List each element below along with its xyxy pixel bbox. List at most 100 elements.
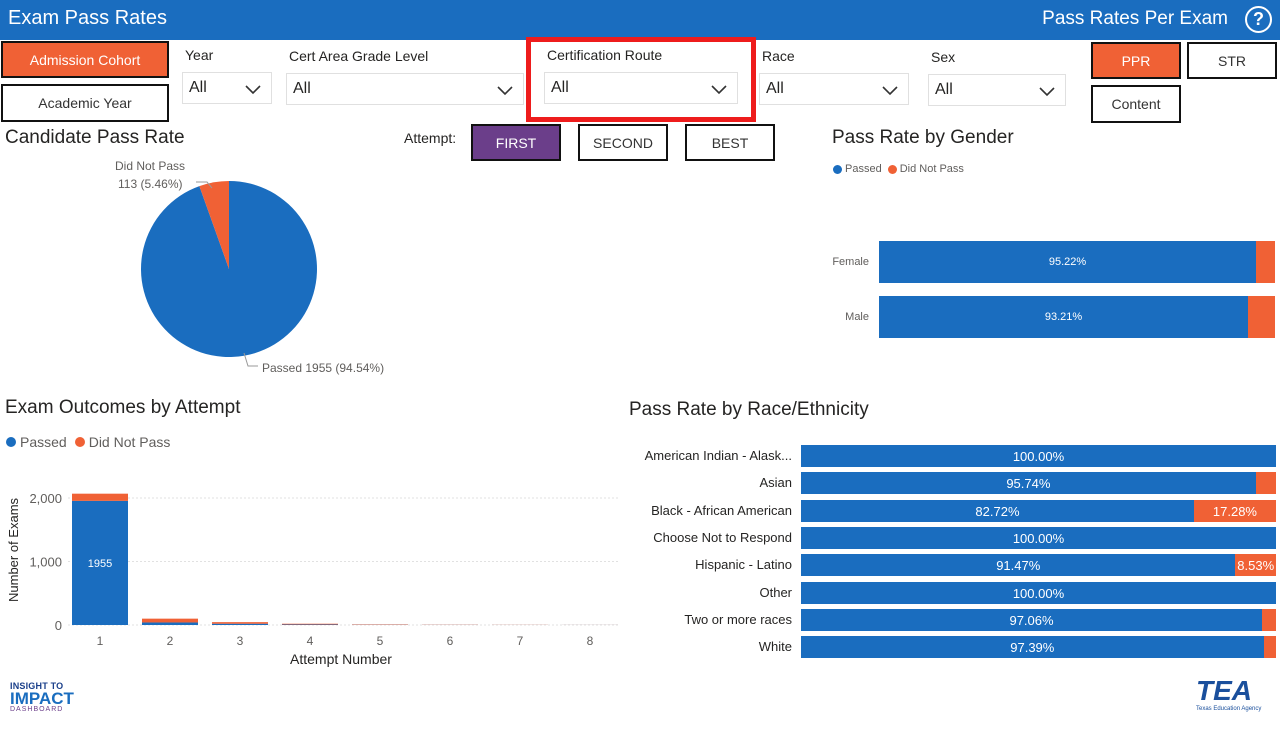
x-tick-label: 6 [447, 634, 454, 648]
cert-route-label: Certification Route [547, 47, 663, 63]
pie-leader-line-failed [196, 181, 213, 189]
candidate-pass-rate-pie [140, 181, 317, 367]
race-bar-value-passed: 95.74% [1006, 476, 1051, 492]
logo-line-2: IMPACT [10, 689, 74, 708]
year-label: Year [185, 47, 214, 63]
candidate-pass-rate-title: Candidate Pass Rate [5, 127, 185, 148]
gender-bar-did-not-pass[interactable] [1248, 296, 1275, 338]
outcome-bar-did-not-pass [282, 623, 338, 625]
gender-bar-value: 95.22% [1048, 256, 1087, 268]
chevron-down-icon [245, 85, 261, 95]
x-tick-label: 2 [167, 634, 174, 648]
race-axis-label: Black - African American [651, 502, 792, 518]
race-bar-value-passed: 100.00% [1012, 585, 1065, 601]
sex-label: Sex [931, 49, 956, 65]
legend-dot-passed [6, 437, 16, 447]
race-bar-passed[interactable] [801, 554, 1236, 577]
year-dropdown[interactable]: All [182, 72, 272, 104]
gender-bar-passed[interactable] [879, 241, 1257, 283]
pie-label-did-not-pass: Did Not Pass [115, 159, 186, 173]
race-bar-passed[interactable] [801, 445, 1276, 467]
cert-area-label: Cert Area Grade Level [289, 48, 429, 64]
logo-line-1: INSIGHT TO [10, 681, 64, 691]
race-axis-label: White [758, 639, 792, 655]
race-bar-value-did-not-pass: 8.53% [1237, 558, 1275, 574]
race-bar-value-passed: 100.00% [1012, 530, 1065, 546]
legend-passed-label: Passed [845, 163, 882, 175]
chevron-down-icon [711, 85, 727, 95]
outcome-bar-did-not-pass [72, 493, 128, 501]
race-axis-label: American Indian - Alask... [644, 448, 792, 463]
attempt-first-button[interactable]: FIRST [471, 124, 561, 161]
gender-axis-label: Female [832, 256, 869, 268]
gender-legend: Passed Did Not Pass [833, 163, 964, 175]
race-bar-did-not-pass[interactable] [1255, 472, 1276, 495]
race-axis-label: Other [759, 584, 792, 600]
str-button[interactable]: STR [1187, 42, 1277, 79]
academic-year-button[interactable]: Academic Year [1, 84, 169, 122]
x-tick-label: 7 [517, 634, 524, 648]
outcomes-chart-title: Exam Outcomes by Attempt [5, 397, 241, 418]
x-tick-label: 8 [587, 634, 594, 648]
race-chart-title: Pass Rate by Race/Ethnicity [629, 399, 869, 420]
pie-leader-line-passed [243, 352, 258, 367]
insight-to-impact-logo: INSIGHT TO IMPACT DASHBOARD [10, 681, 90, 716]
outcome-bar-passed [212, 623, 268, 625]
race-bar-passed[interactable] [801, 472, 1256, 495]
pie-value-did-not-pass: 113 (5.46%) [118, 177, 183, 191]
legend-dot-passed [833, 164, 842, 174]
cert-area-dropdown[interactable]: All [286, 73, 524, 105]
outcome-bar-passed [282, 624, 338, 625]
race-value: All [766, 80, 784, 97]
x-tick-label: 5 [377, 634, 384, 648]
gender-axis-label: Male [845, 311, 869, 323]
race-bar-passed[interactable] [801, 526, 1276, 549]
sex-dropdown[interactable]: All [928, 74, 1066, 106]
outcome-bar-passed [142, 622, 198, 625]
race-bar-did-not-pass[interactable] [1235, 554, 1276, 577]
tea-logo: TEA Texas Education Agency [1196, 676, 1272, 716]
attempt-second-button[interactable]: SECOND [578, 124, 668, 161]
admission-cohort-button[interactable]: Admission Cohort [1, 41, 169, 78]
legend-passed-label: Passed [20, 434, 67, 450]
content-button[interactable]: Content [1091, 85, 1181, 123]
pie-label-passed: Passed 1955 (94.54%) [262, 361, 385, 375]
page-subtitle-link[interactable]: Pass Rates Per Exam [1042, 8, 1228, 29]
attempt-best-button[interactable]: BEST [685, 124, 775, 161]
legend-did-not-pass-label: Did Not Pass [899, 163, 964, 175]
outcomes-legend: Passed Did Not Pass [6, 434, 170, 450]
x-tick-label: 1 [97, 634, 104, 648]
pie-slice-did-not-pass [199, 181, 229, 269]
header-bar: Exam Pass Rates Pass Rates Per Exam ? [0, 0, 1280, 40]
chevron-down-icon [497, 86, 513, 96]
gender-bar-did-not-pass[interactable] [1256, 241, 1275, 283]
race-bar-value-passed: 82.72% [975, 503, 1020, 519]
race-bar-passed[interactable] [801, 608, 1263, 631]
race-bar-passed[interactable] [801, 499, 1194, 522]
gender-chart-title: Pass Rate by Gender [832, 127, 1014, 148]
attempt-label: Attempt: [404, 130, 457, 146]
race-bar-passed[interactable] [801, 636, 1264, 659]
outcome-bar-did-not-pass [212, 622, 268, 624]
cert-route-dropdown[interactable]: All [544, 72, 738, 104]
race-dropdown[interactable]: All [759, 73, 909, 105]
race-axis-label: Choose Not to Respond [653, 529, 792, 545]
pie-slice-passed [140, 181, 317, 357]
tea-logo-subtext: Texas Education Agency [1196, 706, 1262, 712]
logo-line-3: DASHBOARD [10, 706, 64, 713]
race-bar-did-not-pass[interactable] [1262, 608, 1276, 631]
chevron-down-icon [1039, 87, 1055, 97]
gender-bar-passed[interactable] [879, 296, 1249, 338]
ppr-button[interactable]: PPR [1091, 42, 1181, 79]
highlight-box [526, 37, 756, 122]
race-bar-passed[interactable] [801, 581, 1276, 604]
race-bar-value-passed: 91.47% [996, 558, 1041, 574]
race-axis-label: Two or more races [684, 611, 792, 627]
help-icon[interactable]: ? [1245, 6, 1272, 33]
outcomes-xlabel: Attempt Number [290, 651, 392, 667]
race-bar-did-not-pass[interactable] [1263, 636, 1276, 659]
tea-logo-text: TEA [1196, 675, 1252, 706]
race-bar-value-passed: 100.00% [1012, 449, 1065, 464]
outcomes-bar-chart: 0 1,000 2,000 1 1955 2 3 4 5 6 7 8 [29, 491, 618, 648]
race-bar-did-not-pass[interactable] [1193, 499, 1276, 522]
